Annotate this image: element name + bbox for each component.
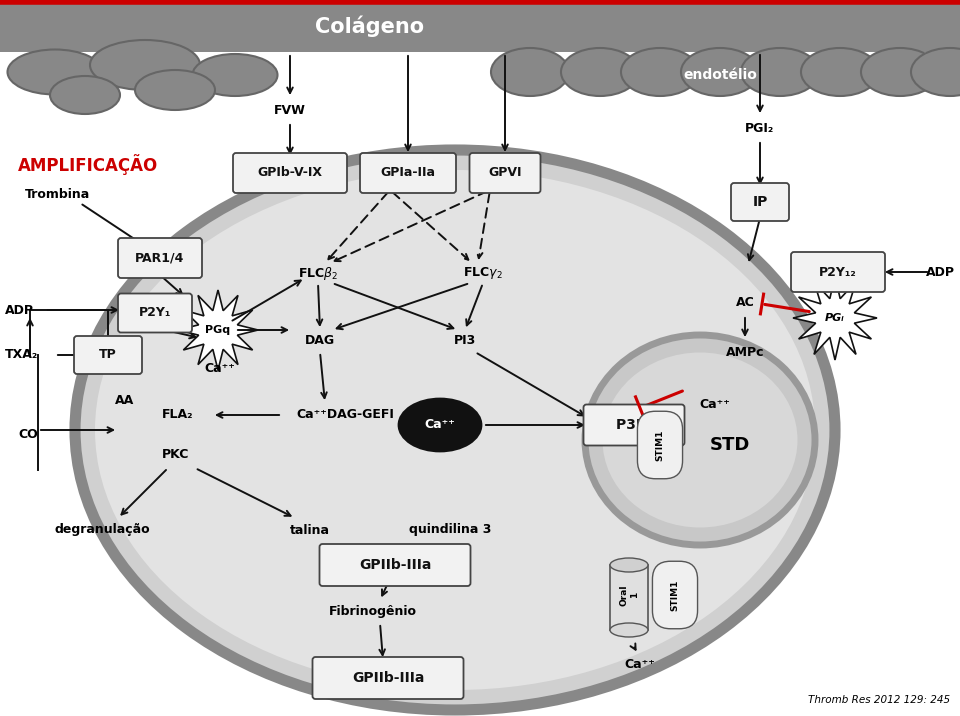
Ellipse shape xyxy=(585,335,815,545)
Text: P2Y₁: P2Y₁ xyxy=(139,306,171,319)
Text: DAG: DAG xyxy=(305,334,335,347)
Text: PGᵢ: PGᵢ xyxy=(826,313,845,323)
Text: FLA₂: FLA₂ xyxy=(162,409,194,422)
Text: PAR1/4: PAR1/4 xyxy=(135,251,184,264)
Text: Ca⁺⁺: Ca⁺⁺ xyxy=(424,418,455,432)
Ellipse shape xyxy=(75,150,835,710)
Text: Ca⁺⁺: Ca⁺⁺ xyxy=(625,659,656,672)
FancyBboxPatch shape xyxy=(610,565,648,630)
Ellipse shape xyxy=(603,352,798,528)
Text: GPIa-IIa: GPIa-IIa xyxy=(380,167,436,180)
Text: TP: TP xyxy=(99,349,117,362)
Ellipse shape xyxy=(135,70,215,110)
FancyBboxPatch shape xyxy=(0,0,960,52)
Text: Trombina: Trombina xyxy=(25,188,90,201)
Ellipse shape xyxy=(861,48,939,96)
Ellipse shape xyxy=(621,48,699,96)
Text: P2Y₁₂: P2Y₁₂ xyxy=(819,266,857,279)
Text: FLC$\beta_2$: FLC$\beta_2$ xyxy=(298,264,338,281)
FancyBboxPatch shape xyxy=(118,238,202,278)
Ellipse shape xyxy=(491,48,569,96)
Ellipse shape xyxy=(911,48,960,96)
Text: endotélio: endotélio xyxy=(684,68,756,82)
Ellipse shape xyxy=(50,76,120,114)
Ellipse shape xyxy=(8,49,103,95)
Text: Fibrinogênio: Fibrinogênio xyxy=(329,606,417,619)
Ellipse shape xyxy=(610,623,648,637)
Ellipse shape xyxy=(90,40,200,90)
Text: TXA₂: TXA₂ xyxy=(5,349,38,362)
Text: FLC$\gamma_2$: FLC$\gamma_2$ xyxy=(463,265,503,281)
Ellipse shape xyxy=(193,54,277,96)
FancyBboxPatch shape xyxy=(233,153,347,193)
Ellipse shape xyxy=(741,48,819,96)
Polygon shape xyxy=(178,290,258,370)
FancyBboxPatch shape xyxy=(791,252,885,292)
Text: PGI₂: PGI₂ xyxy=(745,122,775,135)
Text: IP: IP xyxy=(753,195,768,209)
FancyBboxPatch shape xyxy=(469,153,540,193)
Text: STD: STD xyxy=(709,436,750,454)
Text: PGq: PGq xyxy=(205,325,230,335)
Text: Ca⁺⁺DAG-GEFI: Ca⁺⁺DAG-GEFI xyxy=(296,409,394,422)
Text: Ca⁺⁺: Ca⁺⁺ xyxy=(204,362,235,374)
Text: Ca⁺⁺: Ca⁺⁺ xyxy=(700,399,731,412)
Text: degranulação: degranulação xyxy=(54,523,150,536)
Text: PI3: PI3 xyxy=(454,334,476,347)
Text: AMPc: AMPc xyxy=(726,346,764,359)
Text: CO: CO xyxy=(18,428,37,442)
Text: AMPLIFICAÇÃO: AMPLIFICAÇÃO xyxy=(18,155,158,175)
Ellipse shape xyxy=(681,48,759,96)
Text: GPIb-V-IX: GPIb-V-IX xyxy=(257,167,323,180)
Text: PKC: PKC xyxy=(162,448,189,462)
Text: GPIIb-IIIa: GPIIb-IIIa xyxy=(351,671,424,685)
Text: STIM1: STIM1 xyxy=(670,579,680,611)
Text: ADP: ADP xyxy=(5,304,34,316)
FancyBboxPatch shape xyxy=(584,405,684,445)
Text: Colágeno: Colágeno xyxy=(316,15,424,37)
Text: GPIIb-IIIa: GPIIb-IIIa xyxy=(359,558,431,572)
Text: talina: talina xyxy=(290,523,330,536)
Text: GPVI: GPVI xyxy=(489,167,521,180)
FancyBboxPatch shape xyxy=(118,294,192,332)
Text: P3I r: P3I r xyxy=(615,418,653,432)
FancyBboxPatch shape xyxy=(320,544,470,586)
Text: quindilina 3: quindilina 3 xyxy=(409,523,492,536)
Text: STIM1: STIM1 xyxy=(656,430,664,460)
FancyBboxPatch shape xyxy=(313,657,464,699)
FancyBboxPatch shape xyxy=(731,183,789,221)
Polygon shape xyxy=(793,276,877,360)
Text: FVW: FVW xyxy=(274,104,306,117)
Text: Oral
1: Oral 1 xyxy=(619,584,638,606)
Text: AA: AA xyxy=(115,394,134,407)
Ellipse shape xyxy=(399,399,481,451)
Ellipse shape xyxy=(801,48,879,96)
Text: Thromb Res 2012 129: 245: Thromb Res 2012 129: 245 xyxy=(808,695,950,705)
Text: AC: AC xyxy=(735,296,755,309)
FancyBboxPatch shape xyxy=(74,336,142,374)
Ellipse shape xyxy=(610,558,648,572)
Ellipse shape xyxy=(95,170,815,690)
FancyBboxPatch shape xyxy=(360,153,456,193)
Ellipse shape xyxy=(561,48,639,96)
Text: ADP: ADP xyxy=(925,266,954,279)
